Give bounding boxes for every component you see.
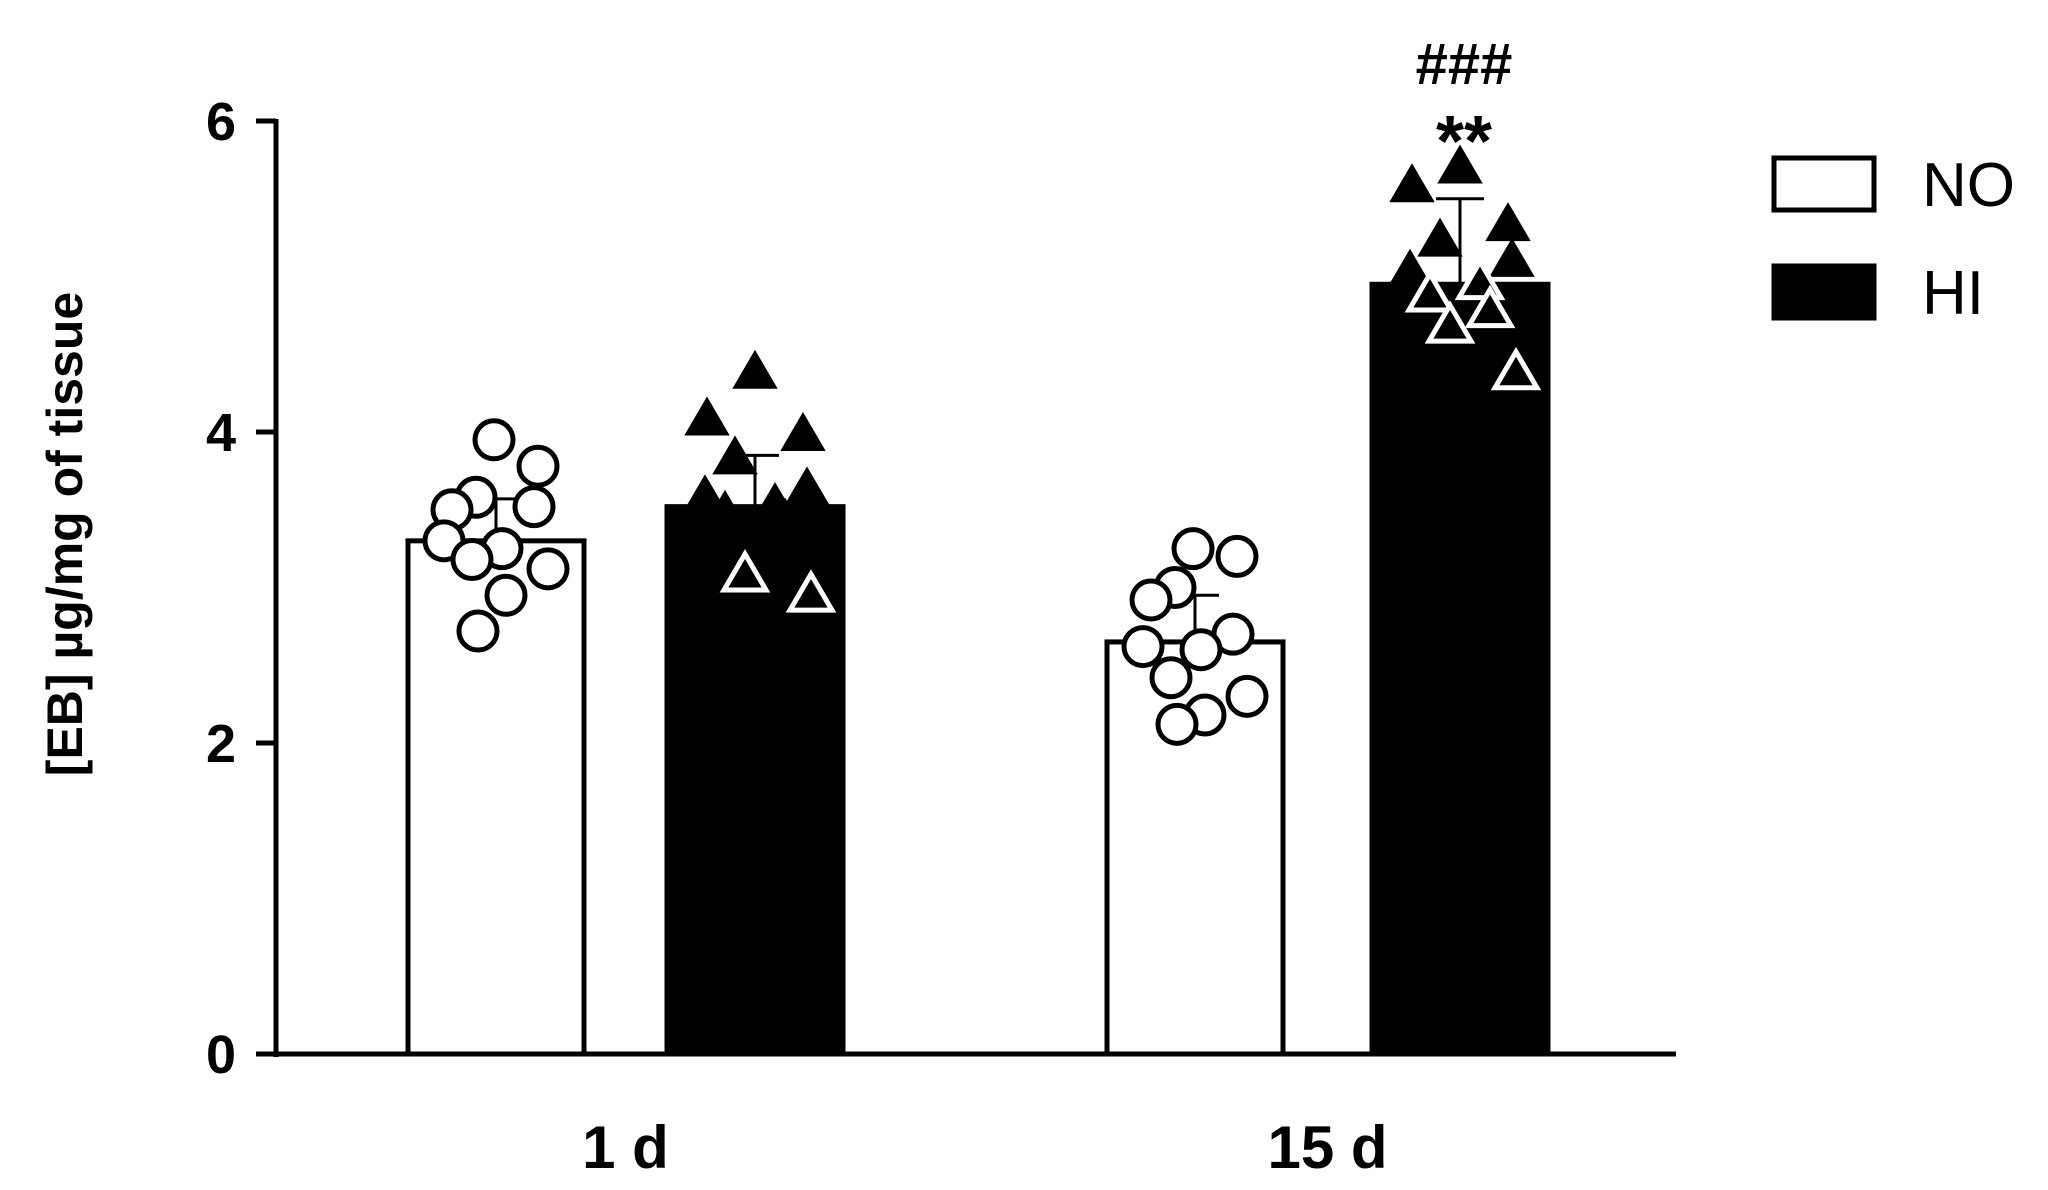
- legend-label-NO: NO: [1922, 151, 2015, 220]
- annotations-layer: ###**: [1416, 32, 1513, 182]
- legend: NO HI: [1771, 151, 2015, 328]
- legend-swatch-NO: [1771, 155, 1877, 213]
- point-HI-0-2: [780, 412, 826, 451]
- point-NO-1-3: [1129, 578, 1173, 622]
- point-NO-1-5: [1121, 625, 1165, 669]
- y-axis: 0 2 4 6: [206, 92, 279, 1085]
- point-NO-0-8: [526, 547, 570, 591]
- point-NO-1-10: [1155, 702, 1199, 746]
- x-tick-label-1: 15 d: [1267, 1114, 1387, 1181]
- y-tick-label-6: 6: [206, 92, 236, 152]
- point-NO-0-4: [512, 485, 556, 529]
- x-tick-label-0: 1 d: [582, 1114, 669, 1181]
- point-inner-HI-1-10: [1505, 363, 1527, 383]
- error-bars-layer: [472, 197, 1484, 642]
- y-tick-label-2: 2: [206, 714, 236, 774]
- point-NO-1-8: [1225, 674, 1269, 718]
- point-HI-1-1: [1389, 163, 1435, 203]
- annotation-0: ###: [1416, 32, 1513, 97]
- y-tick-label-0: 0: [206, 1025, 236, 1085]
- point-NO-1-6: [1179, 628, 1223, 672]
- point-HI-0-3: [712, 435, 758, 475]
- point-HI-0-4: [784, 466, 830, 506]
- point-NO-1-7: [1149, 656, 1193, 700]
- y-tick-label-4: 4: [206, 403, 236, 463]
- point-NO-0-7: [450, 538, 494, 582]
- point-NO-0-10: [456, 609, 500, 653]
- point-HI-0-1: [684, 396, 730, 436]
- legend-label-HI: HI: [1922, 259, 1984, 328]
- points-layer: [422, 144, 1542, 746]
- point-inner-HI-1-6: [1469, 273, 1491, 293]
- point-NO-1-1: [1215, 534, 1259, 578]
- y-axis-label: [EB] µg/mg of tissue: [37, 292, 93, 776]
- point-HI-0-8: [762, 497, 808, 537]
- legend-swatch-HI: [1771, 263, 1877, 321]
- point-NO-1-0: [1171, 527, 1215, 571]
- point-NO-0-9: [484, 573, 528, 617]
- bar-NO-0: [405, 538, 587, 1057]
- point-HI-0-5: [682, 474, 728, 514]
- point-NO-0-0: [472, 418, 516, 462]
- point-inner-HI-1-8: [1479, 301, 1501, 321]
- point-HI-1-0: [1437, 144, 1483, 184]
- x-axis: 1 d 15 d: [274, 1051, 1676, 1181]
- point-HI-0-0: [732, 349, 778, 389]
- point-inner-HI-1-9: [1439, 317, 1461, 337]
- point-HI-1-5: [1387, 248, 1433, 288]
- point-HI-1-3: [1417, 217, 1463, 257]
- point-inner-HI-1-7: [1419, 286, 1441, 306]
- point-NO-0-1: [516, 444, 560, 488]
- point-inner-HI-0-10: [800, 586, 822, 606]
- bar-HI-1: [1369, 281, 1551, 1057]
- point-HI-0-7: [702, 489, 748, 529]
- annotation-1: **: [1436, 102, 1492, 182]
- bars-layer: [405, 281, 1551, 1057]
- point-HI-1-2: [1485, 202, 1531, 242]
- point-HI-1-4: [1489, 237, 1535, 277]
- point-inner-HI-0-9: [734, 565, 756, 585]
